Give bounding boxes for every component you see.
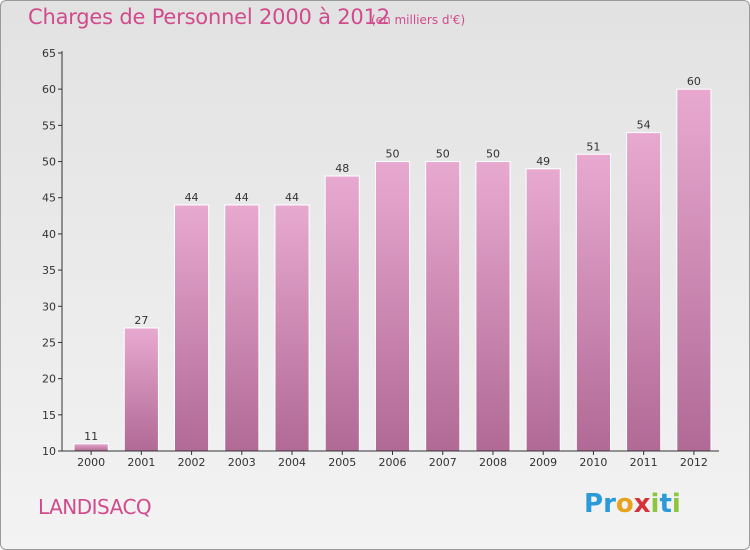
bar-value-label-2000: 11 xyxy=(84,430,98,443)
y-tick-label-55: 55 xyxy=(42,119,56,132)
x-tick-label-2010: 2010 xyxy=(579,456,607,469)
y-tick-label-45: 45 xyxy=(42,192,56,205)
x-tick-label-2012: 2012 xyxy=(680,456,708,469)
chart-subtitle: (en milliers d'€) xyxy=(371,13,466,27)
bar-2002 xyxy=(173,204,210,452)
x-tick-label-2003: 2003 xyxy=(228,456,256,469)
x-tick-label-2001: 2001 xyxy=(127,456,155,469)
axes: 2000 2001 2002 2003 2004 2005 2006 2007 2008 2009… xyxy=(42,47,719,469)
bar-2003 xyxy=(224,204,260,452)
bar-2005 xyxy=(324,175,360,452)
x-tick-label-2009: 2009 xyxy=(529,456,557,469)
bar-value-label-2006: 50 xyxy=(386,148,400,161)
bar-value-label-2009: 49 xyxy=(536,155,550,168)
x-tick-label-2000: 2000 xyxy=(77,456,105,469)
y-tick-label-20: 20 xyxy=(42,373,56,386)
y-tick-label-60: 60 xyxy=(42,83,56,96)
bar-value-label-2003: 44 xyxy=(235,191,249,204)
y-tick-label-15: 15 xyxy=(42,409,56,422)
chart-title: Charges de Personnel 2000 à 2012 xyxy=(28,5,390,29)
bar-2011 xyxy=(626,132,662,452)
y-tick-label-40: 40 xyxy=(42,228,56,241)
y-tick-label-25: 25 xyxy=(42,336,56,349)
bar-value-label-2002: 44 xyxy=(185,191,199,204)
bar-value-label-2011: 54 xyxy=(637,119,651,132)
bar-value-label-2007: 50 xyxy=(436,148,450,161)
bar-2006 xyxy=(374,161,411,452)
bar-value-label-2012: 60 xyxy=(687,75,701,88)
bar-value-label-2001: 27 xyxy=(134,314,148,327)
bar-2009 xyxy=(525,168,561,452)
x-tick-label-2011: 2011 xyxy=(630,456,658,469)
bar-2004 xyxy=(274,204,310,452)
commune-name: LANDISACQ xyxy=(38,495,152,519)
y-tick-label-50: 50 xyxy=(42,156,56,169)
x-tick-label-2007: 2007 xyxy=(429,456,457,469)
y-tick-label-10: 10 xyxy=(42,445,56,458)
bar-value-label-2010: 51 xyxy=(586,140,600,153)
y-tick-label-30: 30 xyxy=(42,300,56,313)
bar-2001 xyxy=(123,327,159,452)
bar-2000 xyxy=(73,443,109,452)
bar-2008 xyxy=(475,161,511,452)
x-tick-label-2005: 2005 xyxy=(328,456,356,469)
y-tick-label-35: 35 xyxy=(42,264,56,277)
bar-2012 xyxy=(676,88,712,452)
bars: 11 27 44 44 44 48 50 50 50 49 51 54 60 xyxy=(73,75,712,452)
bar-value-label-2005: 48 xyxy=(335,162,349,175)
proxiti-logo[interactable]: Proxiti xyxy=(584,489,681,519)
y-tick-label-65: 65 xyxy=(42,47,56,60)
x-tick-label-2008: 2008 xyxy=(479,456,507,469)
x-tick-label-2004: 2004 xyxy=(278,456,306,469)
bar-2007 xyxy=(425,161,461,452)
x-tick-label-2002: 2002 xyxy=(178,456,206,469)
bar-2010 xyxy=(575,153,612,452)
bar-value-label-2008: 50 xyxy=(486,148,500,161)
x-tick-label-2006: 2006 xyxy=(379,456,407,469)
bar-value-label-2004: 44 xyxy=(285,191,299,204)
